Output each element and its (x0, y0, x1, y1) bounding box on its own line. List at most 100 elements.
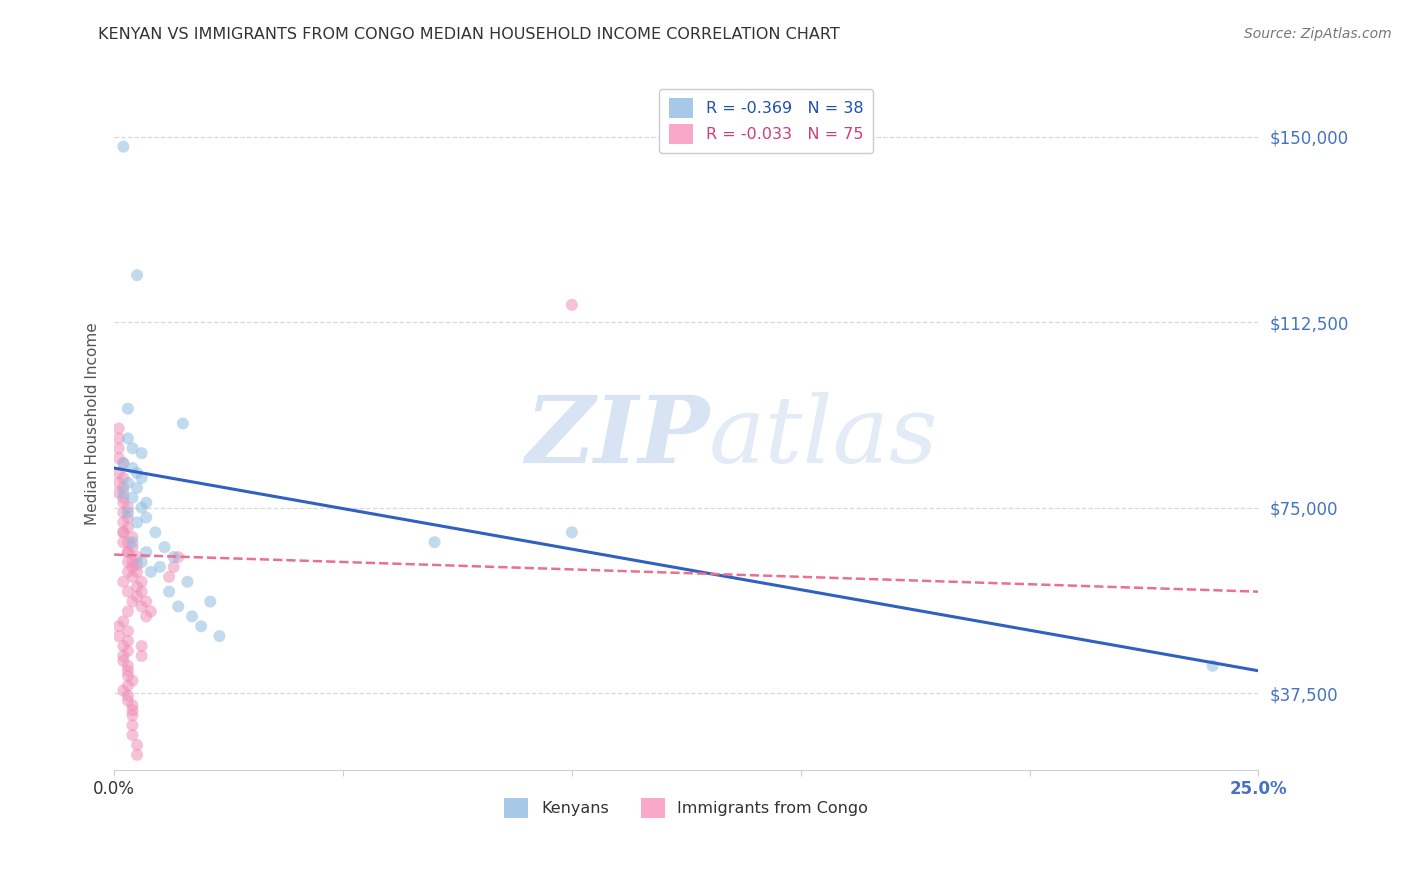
Point (121, 708, 143, 723)
Point (121, 718, 143, 732)
Point (167, 599, 190, 614)
Point (117, 658, 139, 673)
Point (125, 516, 148, 530)
Point (107, 442, 129, 456)
Point (117, 664, 139, 678)
Point (117, 565, 139, 579)
Point (125, 481, 148, 495)
Point (112, 535, 135, 549)
Point (112, 525, 135, 540)
Point (561, 298, 583, 312)
Point (153, 540, 176, 554)
Point (121, 540, 143, 554)
Point (107, 431, 129, 445)
Point (117, 634, 139, 648)
Point (157, 570, 180, 584)
Point (112, 639, 135, 653)
Point (135, 609, 157, 624)
Point (181, 609, 204, 624)
Point (117, 431, 139, 445)
Point (112, 471, 135, 485)
Point (172, 417, 194, 431)
Point (131, 639, 153, 653)
Point (107, 619, 129, 633)
Text: Source: ZipAtlas.com: Source: ZipAtlas.com (1244, 27, 1392, 41)
Point (107, 421, 129, 435)
Point (112, 615, 135, 629)
Point (131, 574, 153, 589)
Point (131, 555, 153, 569)
Point (117, 689, 139, 703)
Point (117, 520, 139, 534)
Point (112, 491, 135, 505)
Point (135, 545, 157, 559)
Point (121, 703, 143, 717)
Point (117, 510, 139, 524)
Point (131, 500, 153, 515)
Point (157, 584, 180, 599)
Point (131, 584, 153, 599)
Point (112, 574, 135, 589)
Point (112, 456, 135, 470)
Point (121, 442, 143, 456)
Point (167, 549, 190, 564)
Point (107, 451, 129, 466)
Point (1201, 658, 1223, 673)
Point (107, 485, 129, 500)
Point (149, 560, 172, 574)
Text: KENYAN VS IMMIGRANTS FROM CONGO MEDIAN HOUSEHOLD INCOME CORRELATION CHART: KENYAN VS IMMIGRANTS FROM CONGO MEDIAN H… (98, 27, 841, 42)
Point (112, 481, 135, 495)
Point (139, 565, 162, 579)
Point (121, 594, 143, 608)
Point (176, 574, 198, 589)
Point (131, 599, 153, 614)
Point (145, 525, 167, 540)
Point (423, 535, 446, 549)
Point (131, 648, 153, 663)
Point (112, 648, 135, 663)
Point (121, 461, 143, 475)
Point (117, 500, 139, 515)
Point (112, 516, 135, 530)
Point (121, 560, 143, 574)
Point (112, 654, 135, 668)
Point (561, 525, 583, 540)
Point (117, 693, 139, 707)
Point (112, 456, 135, 470)
Point (125, 268, 148, 283)
Point (125, 590, 148, 604)
Point (135, 510, 157, 524)
Point (121, 698, 143, 713)
Point (117, 644, 139, 658)
Point (121, 673, 143, 688)
Point (112, 683, 135, 698)
Point (117, 555, 139, 569)
Point (107, 466, 129, 480)
Point (121, 530, 143, 544)
Point (112, 485, 135, 500)
Point (117, 506, 139, 520)
Point (125, 738, 148, 752)
Point (125, 466, 148, 480)
Point (131, 471, 153, 485)
Point (208, 629, 231, 643)
Point (117, 545, 139, 559)
Point (117, 545, 139, 559)
Point (117, 475, 139, 490)
Point (200, 594, 222, 608)
Text: atlas: atlas (709, 392, 939, 483)
Point (125, 747, 148, 762)
Point (190, 619, 212, 633)
Point (117, 679, 139, 693)
Point (112, 496, 135, 510)
Point (112, 506, 135, 520)
Point (125, 549, 148, 564)
Point (125, 580, 148, 594)
Point (117, 535, 139, 549)
Point (135, 496, 157, 510)
Point (117, 604, 139, 618)
Point (121, 728, 143, 742)
Point (112, 139, 135, 153)
Point (125, 565, 148, 579)
Point (121, 535, 143, 549)
